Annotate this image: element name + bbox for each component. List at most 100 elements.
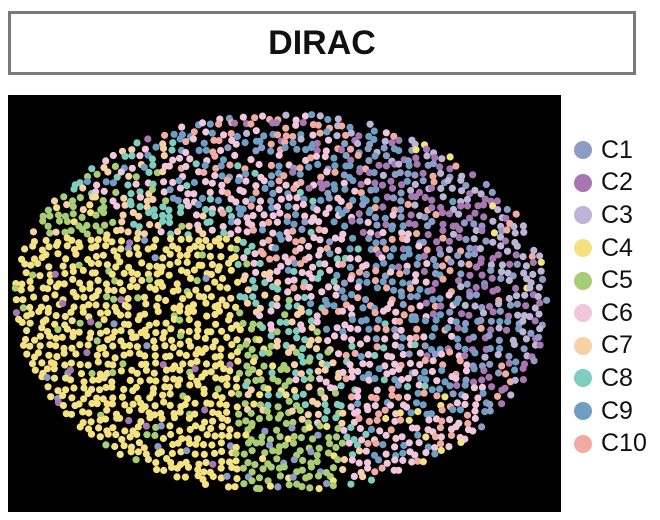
point-c2: [337, 146, 345, 154]
point-c6: [415, 242, 423, 250]
point-c9: [330, 218, 338, 226]
point-c5: [145, 275, 154, 283]
point-c5: [240, 480, 248, 488]
point-c10: [420, 389, 428, 397]
point-c6: [176, 184, 184, 192]
point-c10: [273, 131, 282, 139]
point-c6: [240, 254, 248, 262]
point-c8: [301, 293, 309, 302]
point-c4: [72, 350, 80, 358]
point-c1: [252, 147, 260, 155]
point-c5: [100, 203, 108, 211]
point-c8: [239, 238, 247, 246]
point-c1: [143, 342, 151, 350]
point-c6: [169, 178, 177, 186]
point-c7: [298, 415, 306, 423]
point-c6: [232, 198, 240, 206]
point-c4: [79, 285, 87, 293]
point-c4: [30, 293, 38, 301]
point-c9: [109, 179, 117, 187]
point-c5: [276, 433, 284, 441]
point-c2: [480, 213, 488, 221]
point-c4: [233, 431, 241, 439]
point-c10: [282, 124, 290, 132]
point-c6: [310, 234, 318, 242]
point-c6: [371, 402, 379, 410]
point-c4: [36, 342, 44, 350]
point-c5: [248, 345, 256, 354]
point-c9: [195, 146, 203, 154]
point-c4: [162, 375, 170, 383]
point-c7: [244, 391, 252, 399]
point-c4: [264, 385, 272, 393]
point-c3: [449, 230, 458, 238]
point-c8: [251, 284, 259, 292]
point-c5: [109, 369, 117, 377]
point-c4: [212, 391, 220, 400]
point-c5: [92, 211, 100, 219]
legend-label: C4: [601, 233, 633, 262]
point-c1: [124, 244, 132, 253]
point-c6: [322, 209, 330, 218]
point-c6: [160, 178, 168, 186]
point-c4: [165, 271, 173, 279]
point-c4: [100, 316, 108, 324]
point-c8: [242, 382, 250, 390]
point-c4: [220, 365, 228, 373]
point-c8: [299, 390, 307, 398]
point-c6: [269, 212, 277, 220]
point-c9: [365, 325, 373, 333]
point-c10: [354, 151, 362, 159]
point-c5: [69, 197, 77, 205]
point-c9: [324, 115, 332, 124]
point-c6: [338, 235, 346, 243]
point-c6: [296, 244, 304, 252]
point-c1: [463, 280, 471, 288]
point-c4: [233, 403, 241, 411]
point-c4: [118, 393, 126, 401]
point-c4: [231, 483, 239, 491]
point-c4: [200, 450, 208, 458]
point-c8: [300, 375, 308, 384]
point-c4: [186, 342, 195, 350]
point-c4: [59, 262, 67, 270]
point-c10: [431, 302, 439, 310]
point-c6: [391, 456, 399, 464]
point-c4: [60, 349, 68, 357]
point-c2: [420, 252, 428, 260]
point-c4: [149, 389, 157, 397]
point-c4: [34, 349, 42, 357]
point-c6: [383, 459, 391, 467]
point-c1: [380, 144, 388, 152]
point-c5: [260, 362, 268, 370]
point-c4: [186, 274, 195, 282]
point-c4: [61, 269, 69, 278]
legend-swatch: [574, 239, 592, 258]
point-c6: [416, 302, 424, 310]
point-c6: [298, 269, 306, 277]
point-c4: [68, 236, 76, 244]
point-c4: [121, 427, 129, 435]
point-c5: [296, 406, 304, 415]
point-c2: [457, 202, 465, 210]
point-c8: [264, 401, 272, 409]
point-c4: [116, 450, 124, 458]
point-c8: [252, 299, 260, 307]
point-c5: [11, 284, 19, 292]
point-c4: [140, 444, 148, 452]
point-c4: [201, 480, 210, 488]
point-c6: [354, 255, 362, 263]
point-c8: [149, 161, 157, 169]
point-c10: [413, 325, 421, 333]
point-c5: [290, 432, 298, 441]
point-c4: [216, 283, 224, 291]
point-c10: [280, 172, 288, 180]
point-c7: [305, 341, 313, 349]
point-c8: [264, 391, 272, 399]
point-c4: [117, 327, 125, 335]
point-c4: [201, 334, 209, 342]
point-c6: [358, 436, 366, 444]
point-c10: [436, 424, 444, 432]
point-c8: [282, 341, 290, 349]
point-c6: [365, 376, 373, 384]
